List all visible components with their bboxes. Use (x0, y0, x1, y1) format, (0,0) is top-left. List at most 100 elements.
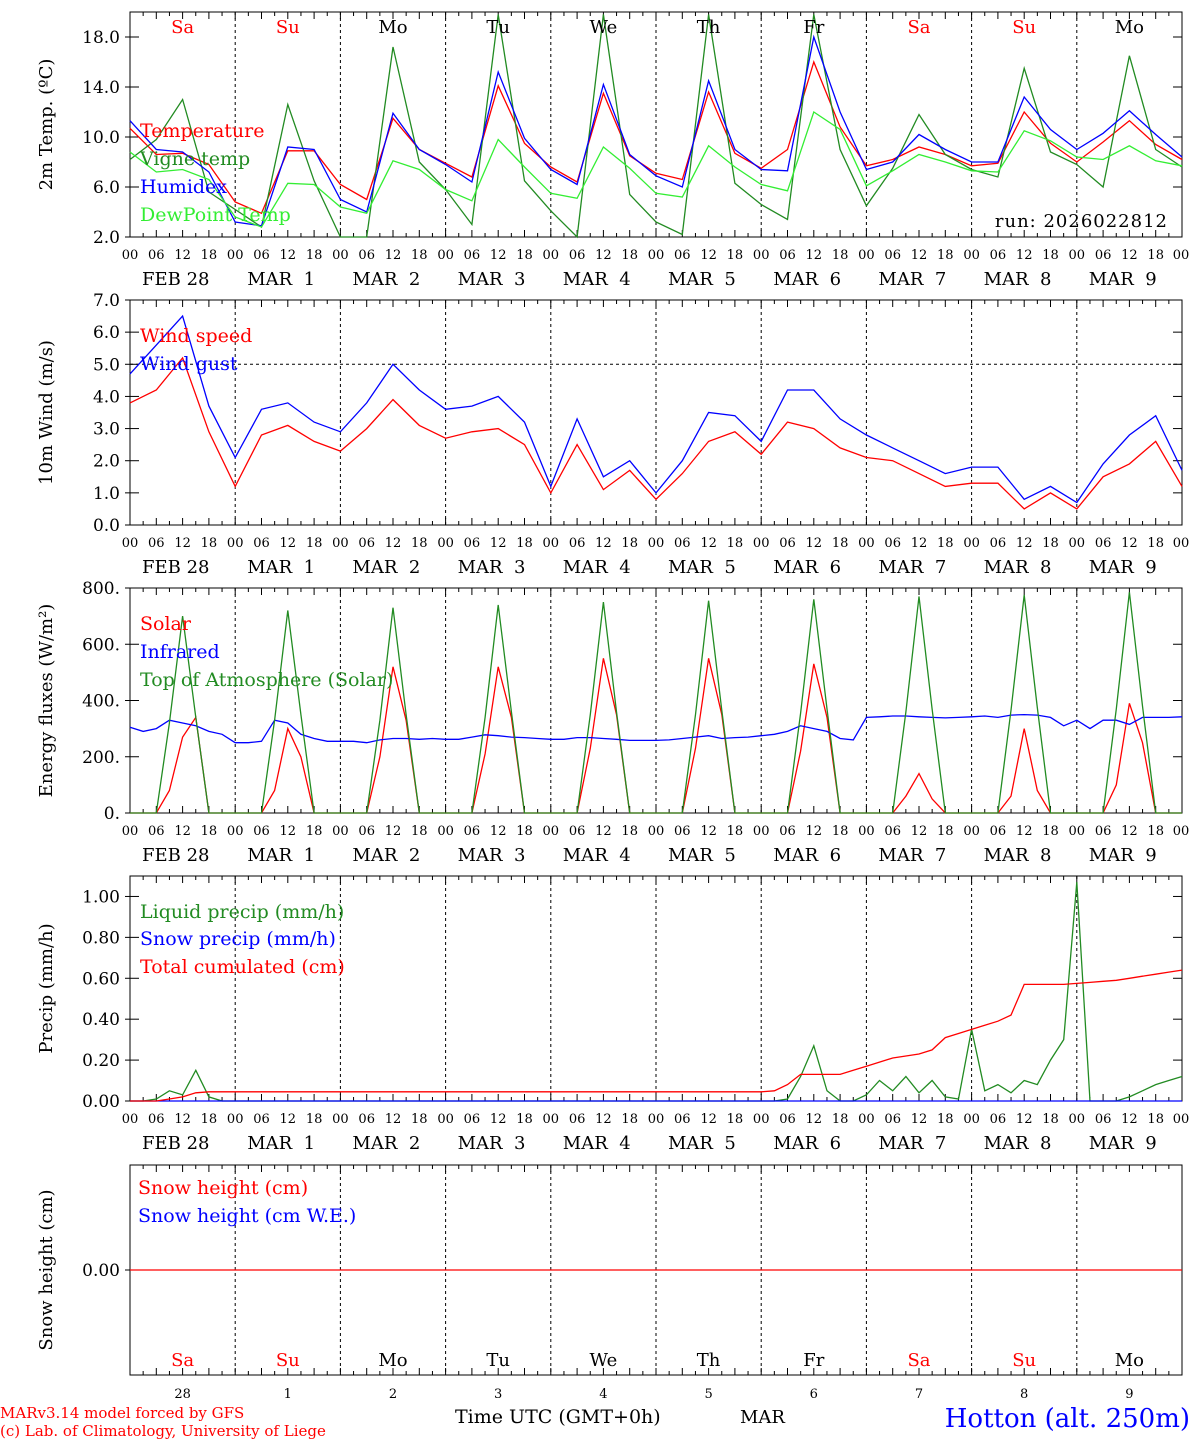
weekday-label: Mo (1115, 17, 1144, 38)
y-tick-label: 200. (82, 748, 120, 768)
hour-tick-label: 12 (700, 536, 717, 551)
date-label: MAR 3 (458, 1133, 526, 1154)
hour-tick-label: 00 (648, 248, 665, 263)
footer: MARv3.14 model forced by GFS (c) Lab. of… (0, 1404, 1190, 1440)
hour-tick-label: 00 (1069, 824, 1086, 839)
hour-tick-label: 18 (832, 824, 849, 839)
hour-tick-label: 00 (543, 536, 560, 551)
date-label: FEB 28 (142, 1133, 209, 1154)
panel-5: 0.00 Snow height (cm) Snow height (cm) Snow… (36, 1164, 1183, 1402)
hour-tick-label: 06 (1095, 248, 1112, 263)
weekday-label: Tu (486, 1350, 510, 1371)
hour-tick-label: 06 (358, 824, 375, 839)
hour-tick-label: 00 (753, 248, 770, 263)
hour-tick-label: 12 (174, 1112, 191, 1127)
day-number: 6 (810, 1387, 818, 1402)
hour-tick-label: 00 (1069, 248, 1086, 263)
hour-tick-label: 18 (201, 1112, 218, 1127)
hour-tick-label: 18 (306, 248, 323, 263)
hour-tick-label: 06 (674, 536, 691, 551)
hour-tick-label: 06 (148, 824, 165, 839)
y-axis-title: Snow height (cm) (36, 1189, 57, 1350)
hour-tick-label: 00 (753, 536, 770, 551)
hour-tick-label: 12 (911, 536, 928, 551)
hour-tick-label: 12 (280, 248, 297, 263)
hour-tick-label: 18 (832, 536, 849, 551)
hour-tick-label: 18 (832, 248, 849, 263)
hour-tick-label: 12 (385, 1112, 402, 1127)
hour-tick-label: 06 (569, 248, 586, 263)
legend-entry: Humidex (140, 176, 227, 198)
hour-tick-label: 18 (937, 1112, 954, 1127)
date-label: MAR 4 (563, 269, 631, 290)
date-label: MAR 6 (773, 1133, 841, 1154)
hour-tick-label: 06 (884, 1112, 901, 1127)
hour-tick-label: 18 (306, 536, 323, 551)
y-tick-label: 0. (104, 804, 120, 824)
hour-tick-label: 18 (621, 248, 638, 263)
y-tick-label: 6.0 (93, 178, 120, 198)
hour-tick-label: 12 (595, 824, 612, 839)
day-number: 28 (174, 1387, 191, 1402)
hour-tick-label: 12 (1121, 824, 1138, 839)
date-label: MAR 5 (668, 269, 736, 290)
weekday-label: Su (276, 17, 300, 38)
date-label: FEB 28 (142, 845, 209, 866)
hour-tick-label: 18 (1147, 1112, 1164, 1127)
panel-3: 0. 200. 400. 600. 800. Energy fluxes (W/m²) So… (36, 579, 1189, 866)
credit-line-1: MARv3.14 model forced by GFS (0, 1404, 244, 1422)
date-label: MAR 1 (247, 557, 315, 578)
legend-entry: Snow height (cm) (138, 1177, 308, 1199)
hour-tick-label: 18 (937, 536, 954, 551)
hour-tick-label: 00 (332, 824, 349, 839)
hour-tick-label: 06 (779, 248, 796, 263)
y-tick-labels: 0.00 0.20 0.40 0.60 0.80 1.00 (82, 887, 120, 1112)
hour-tick-label: 06 (148, 1112, 165, 1127)
series-line-temperature (129, 60, 1183, 215)
weekday-label: Th (697, 17, 721, 38)
hour-tick-label: 12 (490, 536, 507, 551)
hour-tick-label: 06 (779, 536, 796, 551)
date-label: MAR 8 (984, 845, 1052, 866)
legend-entry: Top of Atmosphere (Solar) (140, 669, 393, 691)
hour-tick-label: 06 (253, 1112, 270, 1127)
hour-tick-label: 18 (411, 536, 428, 551)
hour-tick-label: 18 (516, 248, 533, 263)
hour-tick-label: 00 (858, 1112, 875, 1127)
hour-tick-label: 18 (201, 536, 218, 551)
y-tick-label: 3.0 (93, 420, 120, 440)
weekday-label: Tu (486, 17, 510, 38)
station-label: Hotton (alt. 250m) (945, 1404, 1190, 1434)
y-tick-label: 0.60 (82, 969, 120, 989)
hour-tick-label: 18 (306, 824, 323, 839)
weekday-label: Fr (803, 1350, 824, 1371)
hour-tick-label: 06 (884, 824, 901, 839)
weekday-label: We (590, 17, 618, 38)
legend-entry: Total cumulated (cm) (140, 956, 345, 978)
y-tick-label: 0.40 (82, 1010, 120, 1030)
legend-entry: Solar (140, 613, 192, 635)
date-label: MAR 2 (352, 269, 420, 290)
hour-tick-label: 18 (411, 1112, 428, 1127)
y-tick-labels: 2.0 6.0 10.0 14.0 18.0 (82, 28, 120, 248)
hour-tick-label: 12 (806, 1112, 823, 1127)
panel-1: 2.0 6.0 10.0 14.0 18.0 2m Temp. (ºC) Temperatu… (36, 11, 1189, 290)
hour-tick-label: 06 (779, 824, 796, 839)
day-number: 3 (494, 1387, 502, 1402)
hour-tick-label: 12 (806, 824, 823, 839)
day-number: 8 (1020, 1387, 1028, 1402)
hour-tick-label: 18 (727, 1112, 744, 1127)
date-label: MAR 1 (247, 269, 315, 290)
hour-tick-label: 00 (648, 1112, 665, 1127)
weekday-label: Sa (907, 17, 930, 38)
panel-4: 0.00 0.20 0.40 0.60 0.80 1.00 Precip (mm/h) Liq… (36, 875, 1190, 1154)
hour-tick-label: 06 (884, 248, 901, 263)
hour-tick-label: 00 (1173, 1112, 1190, 1127)
date-label: MAR 9 (1089, 845, 1157, 866)
hour-tick-label: 12 (595, 248, 612, 263)
y-tick-label: 800. (82, 579, 120, 599)
hour-tick-label: 12 (700, 1112, 717, 1127)
series-line-humidex (129, 34, 1183, 227)
series-line-top-of-atmosphere-solar (130, 592, 1182, 814)
